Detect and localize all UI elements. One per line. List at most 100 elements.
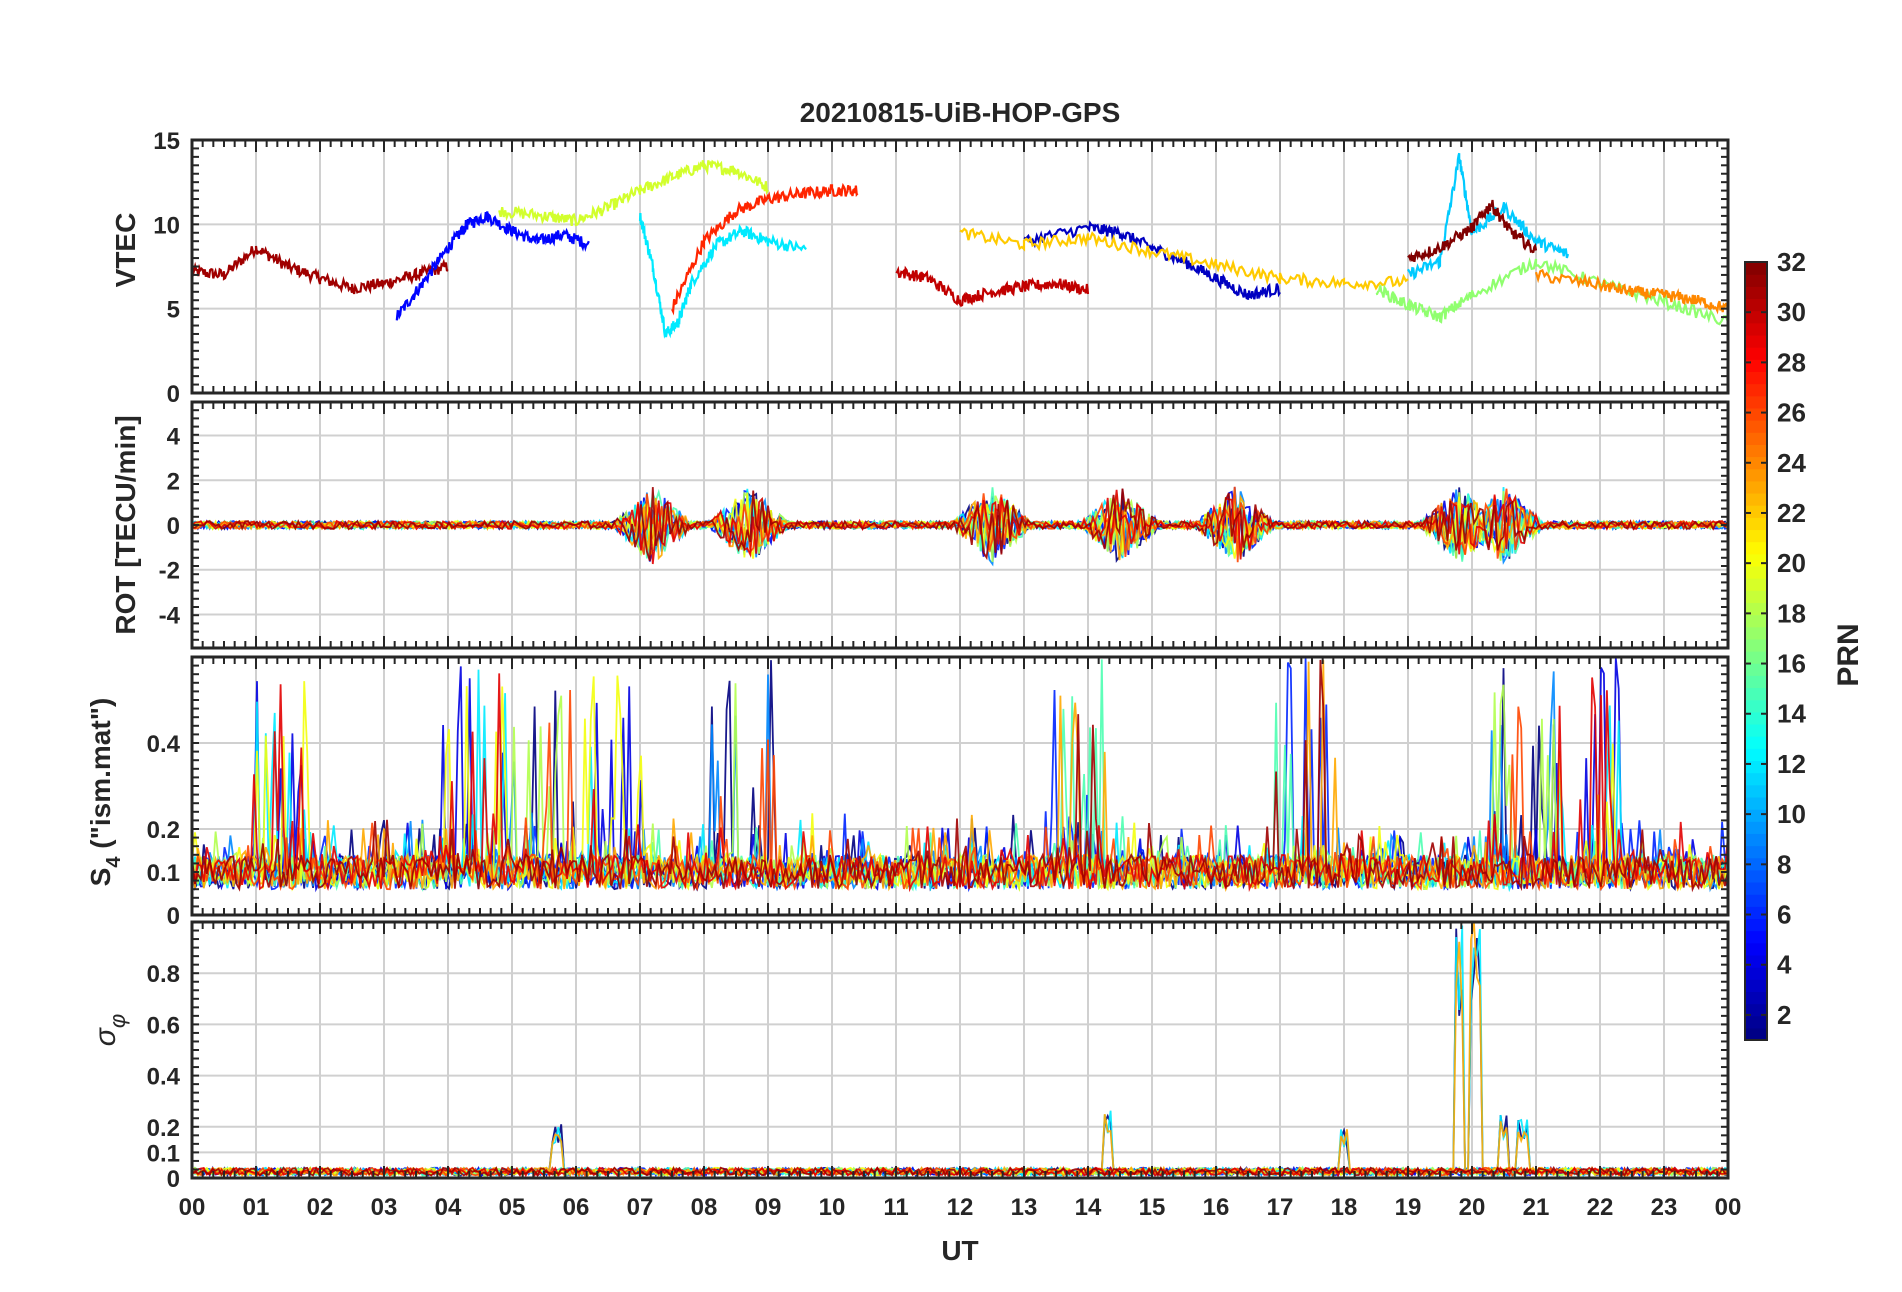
colorbar-segment xyxy=(1745,578,1767,591)
colorbar-segment xyxy=(1745,796,1767,810)
y-tick-label: 0.1 xyxy=(147,860,180,887)
x-tick-label: 03 xyxy=(371,1194,398,1221)
colorbar-segment xyxy=(1745,881,1767,895)
colorbar-tick-label: 26 xyxy=(1777,398,1806,428)
x-tick-label: 04 xyxy=(435,1194,462,1221)
x-tick-label: 23 xyxy=(1651,1194,1678,1221)
vtec-trace-prn-27 xyxy=(671,182,859,316)
vtec-trace-prn-31 xyxy=(192,245,449,295)
s4-panel: 0 0.1 0.2 0.4 xyxy=(147,655,1730,930)
colorbar-segment xyxy=(1745,347,1767,360)
colorbar-segment xyxy=(1745,456,1767,470)
colorbar-label: PRN xyxy=(1832,623,1865,686)
y-tick-label: 4 xyxy=(167,424,181,451)
vtec-panel: 0 5 10 15 xyxy=(153,128,1730,408)
colorbar-segment xyxy=(1745,565,1767,579)
colorbar-tick-label: 18 xyxy=(1777,598,1806,628)
colorbar-segment xyxy=(1745,1003,1767,1017)
colorbar-segment xyxy=(1745,1015,1767,1029)
colorbar-segment xyxy=(1745,529,1767,543)
x-tick-label: 22 xyxy=(1587,1194,1614,1221)
x-tick-label: 00 xyxy=(1715,1194,1742,1221)
x-tick-label: 12 xyxy=(947,1194,974,1221)
vtec-trace-prn-24 xyxy=(1534,268,1728,315)
y-tick-label: 0.4 xyxy=(147,1064,181,1091)
colorbar-segment xyxy=(1745,942,1767,956)
colorbar-segment xyxy=(1745,711,1767,725)
colorbar-tick-label: 4 xyxy=(1777,950,1792,980)
x-tick-label: 07 xyxy=(627,1194,654,1221)
colorbar-tick-label: 16 xyxy=(1777,649,1806,679)
s4-ylabel: S4 ("ism.mat") xyxy=(85,698,125,887)
y-tick-label: 0 xyxy=(167,1166,180,1193)
vtec-ylabel: VTEC xyxy=(110,213,141,288)
y-tick-label: 0.6 xyxy=(147,1012,180,1039)
figure-title: 20210815-UiB-HOP-GPS xyxy=(800,97,1121,128)
colorbar-tick-label: 6 xyxy=(1777,900,1791,930)
colorbar-tick-label: 2 xyxy=(1777,1000,1791,1030)
colorbar-segment xyxy=(1745,480,1767,494)
colorbar-segment xyxy=(1745,420,1767,433)
y-tick-label: 0.8 xyxy=(147,961,180,988)
y-tick-label: 0.1 xyxy=(147,1140,180,1167)
y-tick-label: 10 xyxy=(153,212,180,239)
colorbar-segment xyxy=(1745,857,1767,871)
colorbar-segment xyxy=(1745,760,1767,774)
x-axis-label: UT xyxy=(941,1235,978,1266)
sigma-phi-ylabel: σφ xyxy=(89,1014,130,1046)
colorbar-segment xyxy=(1745,626,1767,640)
colorbar-tick-label: 10 xyxy=(1777,799,1806,829)
x-tick-label: 05 xyxy=(499,1194,526,1221)
colorbar-segment xyxy=(1745,651,1767,664)
y-tick-label: 0 xyxy=(167,903,180,930)
colorbar-segment xyxy=(1745,334,1767,348)
x-tick-label: 18 xyxy=(1331,1194,1358,1221)
colorbar-tick-label: 28 xyxy=(1777,347,1806,377)
vtec-trace-prn-12 xyxy=(638,213,807,339)
colorbar-segment xyxy=(1745,553,1767,567)
rot-trace-prn-31 xyxy=(192,487,1728,562)
y-tick-label: 0.4 xyxy=(147,731,181,758)
colorbar-segment xyxy=(1745,383,1767,397)
y-tick-label: 0 xyxy=(167,513,180,540)
colorbar-segment xyxy=(1745,954,1767,968)
x-tick-label: 19 xyxy=(1395,1194,1422,1221)
colorbar-segment xyxy=(1745,675,1767,689)
colorbar-segment xyxy=(1745,541,1767,555)
colorbar-tick-label: 20 xyxy=(1777,548,1806,578)
colorbar-segment xyxy=(1745,772,1767,786)
colorbar-segment xyxy=(1745,468,1767,482)
colorbar-segment xyxy=(1745,371,1767,385)
x-tick-label: 21 xyxy=(1523,1194,1550,1221)
x-tick-label: 08 xyxy=(691,1194,718,1221)
colorbar-segment xyxy=(1745,723,1767,737)
colorbar-segment xyxy=(1745,1027,1767,1041)
s4-trace-prn-20 xyxy=(192,675,1728,892)
x-tick-label: 16 xyxy=(1203,1194,1230,1221)
colorbar-segment xyxy=(1745,407,1767,421)
colorbar-segment xyxy=(1745,906,1767,920)
colorbar-segment xyxy=(1745,833,1767,847)
colorbar-segment xyxy=(1745,663,1767,676)
colorbar-segment xyxy=(1745,310,1767,324)
x-tick-label: 17 xyxy=(1267,1194,1294,1221)
x-tick-label: 20 xyxy=(1459,1194,1486,1221)
colorbar-tick-label: 24 xyxy=(1777,448,1806,478)
colorbar-segment xyxy=(1745,736,1767,749)
colorbar-segment xyxy=(1745,699,1767,713)
x-tick-label: 02 xyxy=(307,1194,334,1221)
y-tick-label: -2 xyxy=(159,558,180,585)
colorbar-segment xyxy=(1745,590,1767,603)
vtec-trace-prn-30 xyxy=(895,265,1090,307)
colorbar-segment xyxy=(1745,614,1767,628)
colorbar-segment xyxy=(1745,432,1767,445)
rot-ylabel: ROT [TECU/min] xyxy=(110,415,141,634)
colorbar-segment xyxy=(1745,517,1767,531)
y-tick-label: 2 xyxy=(167,468,180,495)
y-tick-label: 5 xyxy=(167,297,180,324)
colorbar-segment xyxy=(1745,286,1767,300)
colorbar-segment xyxy=(1745,492,1767,506)
y-tick-label: 0.2 xyxy=(147,817,180,844)
colorbar-tick-label: 30 xyxy=(1777,297,1806,327)
